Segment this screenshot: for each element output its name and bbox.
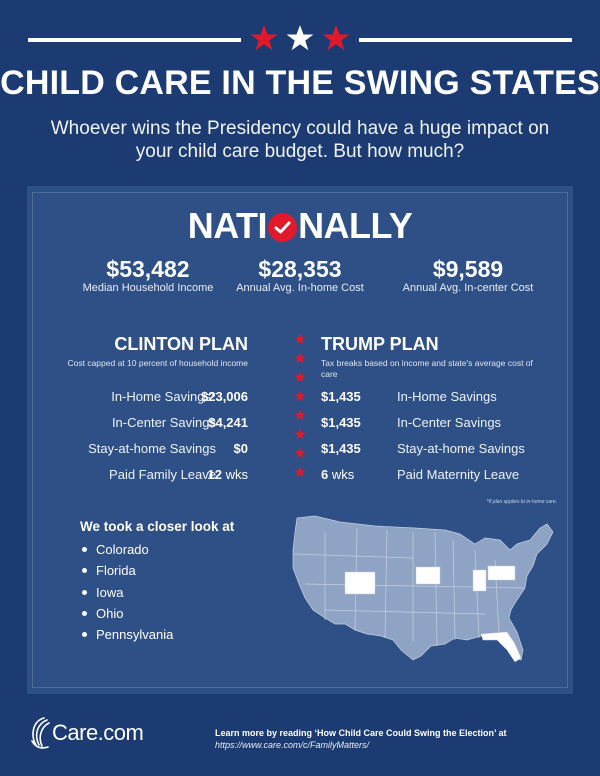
star-icon	[294, 409, 306, 421]
clinton-row-label: Paid Family Leave	[109, 467, 216, 482]
star-icon	[294, 447, 306, 459]
footer-cta-text: Learn more by reading ‘How Child Care Co…	[215, 728, 507, 738]
state-list-item: Colorado	[82, 539, 173, 560]
clinton-row-label: In-Center Savings	[111, 415, 216, 430]
pennsylvania-state	[487, 565, 516, 581]
header-rule-left	[28, 38, 241, 42]
stat-label: Annual Avg. In-center Cost	[402, 282, 534, 294]
star-icon	[322, 25, 350, 51]
heading-text-pre: NATI	[187, 205, 268, 246]
star-icon	[294, 466, 306, 478]
stat-value: $9,589	[432, 256, 504, 282]
us-map	[292, 515, 554, 663]
state-list-item: Iowa	[82, 582, 173, 603]
nationally-heading: NATI NALLY	[0, 205, 600, 247]
clinton-plan-title: CLINTON PLAN	[114, 334, 248, 354]
clinton-row-label: In-Home Savings*	[111, 389, 216, 404]
clinton-row-value: $4,241	[208, 415, 248, 430]
iowa-state	[415, 566, 441, 585]
ohio-state	[472, 569, 487, 592]
page-subtitle: Whoever wins the Presidency could have a…	[50, 118, 550, 162]
trump-row-label: In-Home Savings	[397, 389, 497, 404]
bullet-icon	[82, 611, 87, 617]
care-com-logo[interactable]: Care.com	[28, 715, 144, 751]
star-icon	[294, 428, 306, 440]
divider-stars	[293, 333, 307, 485]
trump-row-value: $1,435	[321, 389, 361, 404]
state-list-item: Pennsylvania	[82, 624, 173, 645]
star-icon	[286, 25, 314, 51]
trump-row-label: Paid Maternity Leave	[397, 467, 520, 482]
star-icon	[294, 390, 306, 402]
colorado-state	[344, 571, 376, 595]
stat-inhome-cost: $28,353 Annual Avg. In-home Cost	[210, 256, 390, 295]
florida-state	[480, 631, 522, 663]
stat-value: $53,482	[106, 256, 190, 282]
trump-row-value: $1,435	[321, 415, 361, 430]
star-icon	[294, 352, 306, 364]
stat-median-income: $53,482 Median Household Income	[58, 256, 238, 295]
star-icon	[294, 371, 306, 383]
trump-plan-title: TRUMP PLAN	[321, 334, 439, 354]
bullet-icon	[82, 547, 87, 553]
header-stars	[250, 24, 350, 54]
stat-label: Median Household Income	[82, 282, 214, 294]
clinton-plan-description: Cost capped at 10 percent of household i…	[67, 358, 248, 368]
star-icon	[250, 25, 278, 51]
trump-plan-description: Tax breaks based on income and state's a…	[321, 358, 533, 379]
heading-text-post: NALLY	[298, 205, 413, 246]
footnote: *If plan applies to in-home care.	[486, 499, 557, 505]
trump-row-label: In-Center Savings	[397, 415, 502, 430]
clinton-row-value: $0	[233, 441, 248, 456]
logo-wordmark: Care.com	[52, 720, 144, 745]
closer-look-title: We took a closer look at	[80, 519, 235, 534]
state-list-item: Ohio	[82, 603, 173, 624]
us-outline	[292, 515, 554, 661]
state-list: Colorado Florida Iowa Ohio Pennsylvania	[82, 539, 173, 645]
header-rule-right	[359, 38, 572, 42]
footer-cta: Learn more by reading ‘How Child Care Co…	[215, 727, 507, 751]
clinton-row-label: Stay-at-home Savings	[88, 441, 216, 456]
star-icon	[294, 333, 306, 345]
page-title: CHILD CARE IN THE SWING STATES	[0, 64, 600, 102]
clinton-row-value: 12 wks	[207, 467, 248, 482]
bullet-icon	[82, 589, 87, 595]
bullet-icon	[82, 632, 87, 638]
bullet-icon	[82, 568, 87, 574]
state-list-item: Florida	[82, 560, 173, 581]
stat-incenter-cost: $9,589 Annual Avg. In-center Cost	[378, 256, 558, 295]
trump-row-label: Stay-at-home Savings	[397, 441, 525, 456]
stat-label: Annual Avg. In-home Cost	[236, 282, 364, 294]
care-logo-icon	[31, 717, 50, 749]
trump-row-value: 6 wks	[321, 467, 355, 482]
trump-row-value: $1,435	[321, 441, 361, 456]
footer-url-link[interactable]: https://www.care.com/c/FamilyMatters/	[215, 740, 370, 750]
stat-value: $28,353	[258, 256, 342, 282]
clinton-row-value: $23,006	[201, 389, 248, 404]
check-circle-icon	[268, 212, 298, 242]
